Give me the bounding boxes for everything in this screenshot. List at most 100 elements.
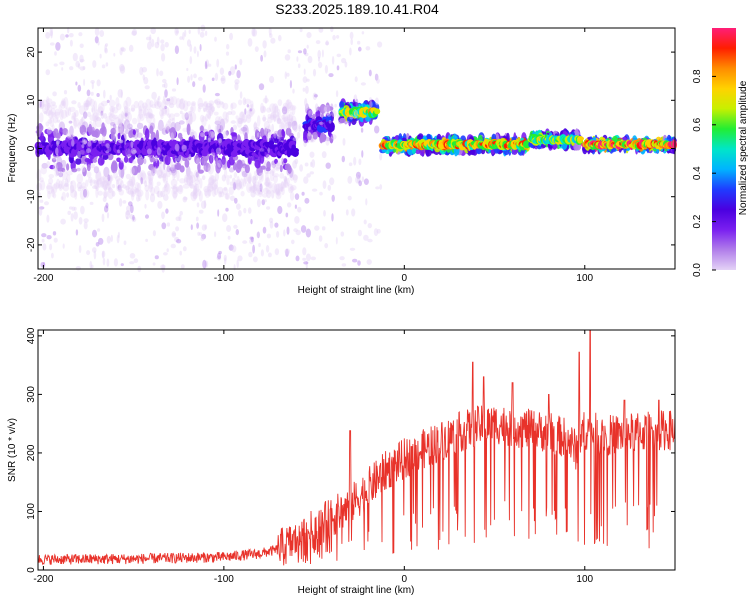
heatmap-cell	[251, 156, 255, 161]
heatmap-cell	[45, 69, 51, 76]
heatmap-cell	[81, 165, 86, 173]
heatmap-cell	[269, 75, 275, 84]
heatmap-cell	[242, 178, 247, 187]
heatmap-cell	[202, 102, 209, 112]
heatmap-cell	[149, 193, 156, 203]
heatmap-cell	[279, 172, 285, 179]
heatmap-cell	[273, 135, 279, 144]
heatmap-cell	[164, 41, 169, 48]
heatmap-cell	[137, 154, 143, 159]
heatmap-cell	[233, 172, 238, 178]
heatmap-cell	[215, 147, 222, 155]
heatmap-cell	[71, 206, 76, 211]
heatmap-cell	[369, 97, 372, 102]
heatmap-cell	[214, 98, 221, 106]
heatmap-cell	[207, 163, 214, 175]
heatmap-cell	[189, 129, 195, 136]
heatmap-cell	[137, 100, 145, 112]
heatmap-cell	[190, 174, 196, 183]
heatmap-cell	[184, 113, 190, 118]
heatmap-cell	[50, 42, 55, 46]
heatmap-cell	[208, 108, 212, 120]
heatmap-cell	[83, 221, 88, 230]
heatmap-cell	[245, 114, 252, 124]
heatmap-cell	[119, 65, 126, 74]
heatmap-cell	[375, 186, 380, 190]
heatmap-cell	[201, 133, 205, 138]
heatmap-cell	[289, 191, 295, 201]
heatmap-cell	[244, 108, 247, 115]
heatmap-cell	[355, 98, 359, 108]
heatmap-cell	[73, 111, 77, 122]
heatmap-cell	[117, 113, 124, 124]
heatmap-cell	[91, 107, 94, 113]
heatmap-cell	[182, 196, 188, 203]
heatmap-cell	[269, 169, 275, 182]
spectrogram-heatmap	[34, 24, 678, 273]
heatmap-cell	[73, 211, 78, 220]
heatmap-cell	[309, 171, 314, 175]
heatmap-cell	[266, 206, 271, 210]
heatmap-cell	[263, 50, 267, 58]
heatmap-cell	[218, 138, 223, 146]
spectrogram-y-tick-label: -20	[26, 237, 37, 252]
heatmap-cell	[182, 32, 185, 41]
heatmap-cell	[105, 202, 109, 209]
heatmap-cell	[166, 248, 169, 253]
heatmap-cell	[294, 193, 300, 201]
heatmap-cell	[262, 40, 267, 49]
heatmap-cell	[262, 97, 269, 103]
heatmap-cell	[71, 139, 75, 147]
heatmap-cell	[113, 171, 118, 179]
heatmap-cell	[123, 119, 131, 131]
heatmap-cell	[74, 110, 79, 117]
heatmap-cell	[239, 128, 244, 134]
heatmap-cell	[161, 107, 168, 116]
heatmap-cell	[156, 169, 164, 176]
heatmap-cell	[118, 120, 122, 128]
heatmap-cell	[163, 194, 169, 201]
heatmap-cell	[287, 202, 292, 208]
heatmap-cell	[179, 210, 183, 216]
heatmap-cell	[374, 73, 379, 81]
heatmap-cell	[177, 184, 184, 195]
heatmap-cell	[338, 119, 343, 125]
heatmap-cell	[214, 120, 221, 125]
heatmap-cell	[95, 242, 100, 247]
snr-y-tick-label: 400	[26, 327, 37, 344]
heatmap-cell	[246, 104, 250, 108]
heatmap-cell	[259, 148, 265, 152]
snr-y-tick-label: 0	[26, 567, 37, 573]
heatmap-cell	[128, 44, 134, 53]
heatmap-cell	[233, 224, 238, 229]
heatmap-cell	[218, 250, 222, 255]
heatmap-cell	[99, 177, 105, 189]
heatmap-cell	[71, 168, 78, 173]
heatmap-cell	[369, 101, 373, 108]
heatmap-cell	[108, 99, 116, 108]
heatmap-cell	[351, 208, 356, 217]
heatmap-cell	[97, 41, 100, 46]
heatmap-cell	[278, 34, 282, 42]
heatmap-cell	[111, 190, 116, 197]
heatmap-cell	[247, 176, 252, 184]
heatmap-cell	[162, 78, 167, 83]
heatmap-cell	[47, 102, 50, 110]
heatmap-cell	[265, 154, 271, 160]
heatmap-cell	[145, 189, 150, 201]
heatmap-cell	[49, 27, 53, 37]
heatmap-cell	[45, 96, 50, 107]
heatmap-cell	[324, 64, 328, 74]
heatmap-cell	[101, 64, 106, 69]
heatmap-cell	[204, 260, 209, 268]
heatmap-cell	[259, 183, 263, 193]
heatmap-cell	[39, 199, 44, 203]
heatmap-cell	[165, 127, 170, 134]
heatmap-cell	[240, 190, 245, 197]
heatmap-cell	[342, 138, 346, 146]
heatmap-cell	[86, 250, 91, 256]
heatmap-cell	[174, 161, 177, 166]
snr-frame	[37, 329, 676, 571]
heatmap-cell	[266, 133, 271, 142]
heatmap-cell	[128, 201, 133, 207]
